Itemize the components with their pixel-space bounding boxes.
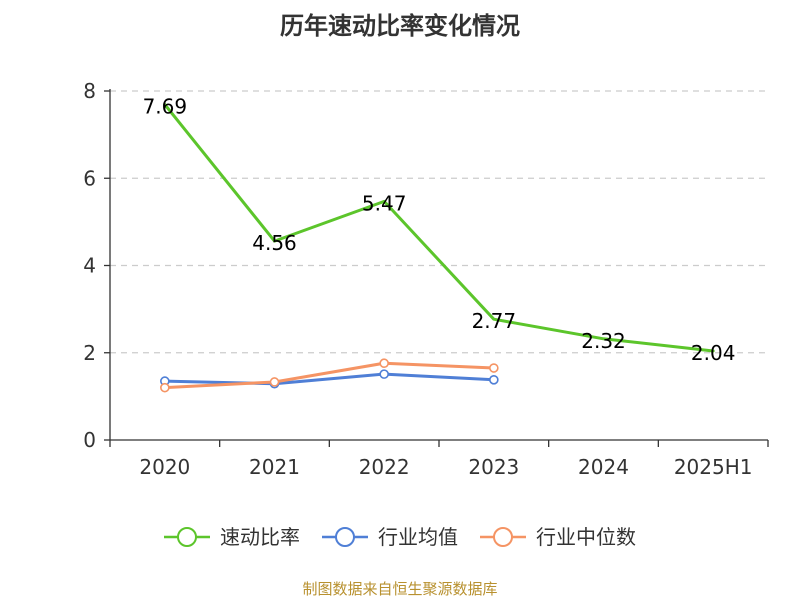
legend-marker <box>177 527 197 547</box>
legend-label: 行业中位数 <box>536 525 636 549</box>
data-point <box>489 363 499 373</box>
data-label: 2.32 <box>581 329 626 353</box>
x-tick-label: 2023 <box>468 455 519 479</box>
y-tick-label: 8 <box>83 79 96 103</box>
y-tick-label: 4 <box>83 254 96 278</box>
data-point <box>489 374 499 385</box>
y-tick-label: 0 <box>83 428 96 452</box>
data-label: 5.47 <box>362 191 407 215</box>
x-tick-label: 2020 <box>139 455 190 479</box>
series-line-0 <box>163 103 715 353</box>
data-point <box>379 358 389 369</box>
series-line-2 <box>163 361 496 390</box>
data-point <box>160 382 170 393</box>
x-tick-label: 2025H1 <box>674 455 753 479</box>
data-label: 7.69 <box>143 95 188 119</box>
data-label: 4.56 <box>252 231 297 255</box>
x-tick-label: 2022 <box>359 455 410 479</box>
x-tick-label: 2021 <box>249 455 300 479</box>
data-source-note: 制图数据来自恒生聚源数据库 <box>302 580 498 598</box>
series-line-1 <box>163 372 496 386</box>
chart-title: 历年速动比率变化情况 <box>280 12 520 40</box>
legend-marker <box>335 527 355 547</box>
data-label: 2.77 <box>472 309 517 333</box>
x-tick-label: 2024 <box>578 455 629 479</box>
legend-label: 速动比率 <box>220 525 300 549</box>
data-point <box>269 377 280 387</box>
y-tick-label: 2 <box>83 341 96 365</box>
legend-marker <box>493 527 513 547</box>
legend-label: 行业均值 <box>378 525 458 549</box>
data-point <box>379 369 389 379</box>
data-label: 2.04 <box>691 341 736 365</box>
y-tick-label: 6 <box>83 166 96 190</box>
